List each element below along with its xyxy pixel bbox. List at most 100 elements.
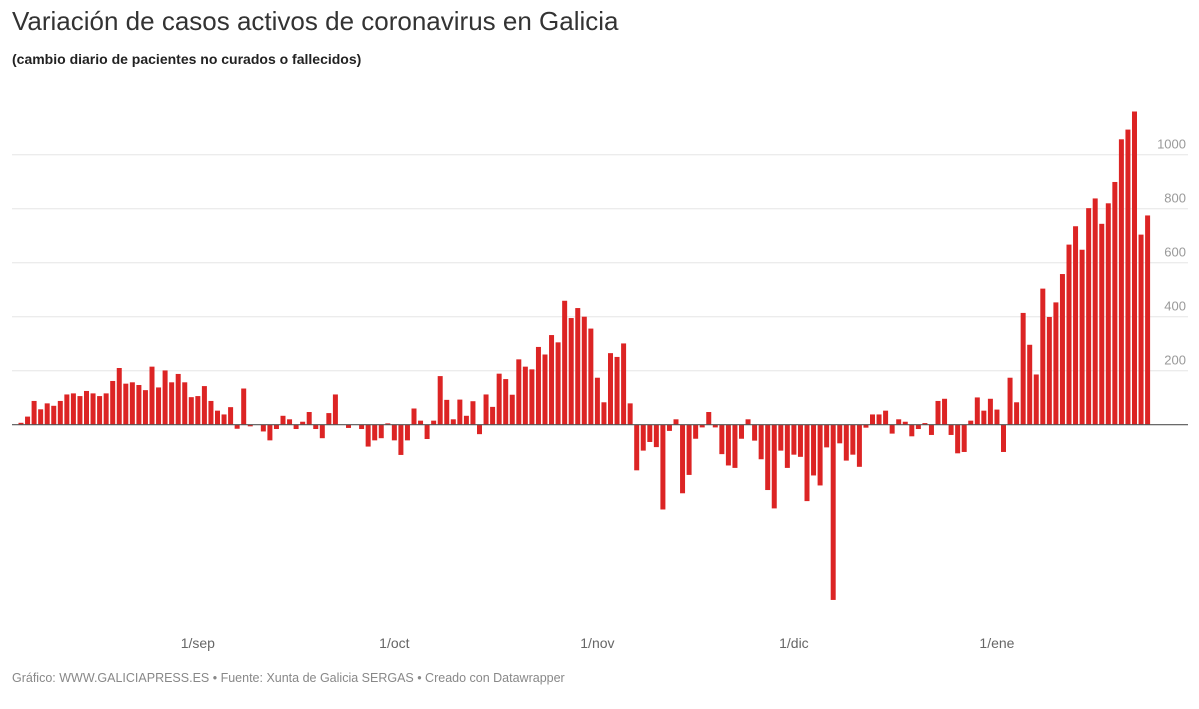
bar: 16/dic: -33 <box>889 424 895 434</box>
bar: 17/sep: 11 <box>300 421 306 425</box>
bar: 3/oct: -58 <box>404 424 410 441</box>
bar: 25/oct: 332 <box>549 335 555 425</box>
bar: 6/ago: 30 <box>25 416 31 425</box>
bar: 7/ene: 186 <box>1033 374 1039 425</box>
bar: 19/ene: 899 <box>1112 181 1118 425</box>
bar: 6/nov: 79 <box>627 403 633 425</box>
bar: 16/ago: 116 <box>90 393 96 425</box>
bar: 14/ene: 648 <box>1079 249 1085 425</box>
bar: 15/nov: -186 <box>686 424 692 475</box>
bar: 9/oct: 92 <box>444 399 450 425</box>
bar: 21/oct: 215 <box>522 366 528 425</box>
x-tick-label: 1/nov <box>580 635 614 651</box>
bar: 24/ene: 775 <box>1145 215 1151 425</box>
bar: 22/nov: -160 <box>732 424 738 468</box>
bar: 19/nov: -10 <box>712 424 718 428</box>
y-tick-label: 1000 <box>1157 137 1186 152</box>
bar: 24/dic: 96 <box>942 398 948 425</box>
bar: 22/oct: 205 <box>529 369 535 425</box>
bar: 15/oct: 112 <box>483 394 489 425</box>
bar: 18/dic: 11 <box>902 421 908 425</box>
bar: 5/ago: 7 <box>18 422 24 425</box>
bar: 21/sep: 43 <box>326 413 332 425</box>
bar: 22/ago: 157 <box>129 382 135 425</box>
bar: 9/ene: 399 <box>1046 316 1052 425</box>
bar: 30/sep: 5 <box>385 423 391 425</box>
bar: 21/nov: -151 <box>725 424 731 466</box>
bar: 18/sep: 47 <box>306 412 312 425</box>
bar: 23/ago: 147 <box>136 385 142 425</box>
bar: 9/nov: -64 <box>647 424 653 442</box>
bar: 8/sep: 134 <box>241 388 247 425</box>
bar: 1/oct: -58 <box>391 424 397 441</box>
bar: 8/ago: 57 <box>38 409 44 425</box>
bar: 4/oct: 60 <box>411 408 417 425</box>
bar: 24/sep: -12 <box>346 424 351 428</box>
bar: 12/ago: 112 <box>64 394 70 425</box>
bar: 27/nov: -242 <box>765 424 771 491</box>
bar: 18/oct: 169 <box>503 379 509 425</box>
bar: 14/oct: -35 <box>477 424 482 435</box>
bar: 28/sep: -58 <box>372 424 378 441</box>
bar: 12/sep: -58 <box>267 424 273 441</box>
bar: 26/oct: 305 <box>555 342 561 425</box>
bar: 9/dic: -133 <box>843 424 849 461</box>
bar: 11/nov: -314 <box>660 424 666 510</box>
bar: 20/ago: 210 <box>116 368 122 425</box>
bar: 15/sep: 20 <box>287 419 293 425</box>
bar: 18/ene: 820 <box>1105 203 1111 425</box>
bar: 18/nov: 47 <box>706 412 712 425</box>
bar: 1/sep: 106 <box>195 396 201 425</box>
bar: 24/oct: 260 <box>542 354 548 425</box>
bar: 3/ene: 174 <box>1007 377 1013 425</box>
bar: 7/ago: 88 <box>31 400 37 425</box>
bar: 30/oct: 400 <box>581 316 587 425</box>
bar: 21/ago: 152 <box>123 383 129 425</box>
chart-footer: Gráfico: WWW.GALICIAPRESS.ES • Fuente: X… <box>12 671 565 685</box>
bar: 10/ene: 453 <box>1053 302 1059 425</box>
bar: 15/ene: 802 <box>1086 208 1092 425</box>
bar: 11/oct: 93 <box>457 399 463 425</box>
bar: 19/ago: 162 <box>110 380 116 425</box>
bar: 17/ene: 744 <box>1099 223 1105 425</box>
bar: 3/dic: -283 <box>804 424 810 502</box>
bar: 19/sep: -16 <box>313 424 319 430</box>
bar: 22/ene: 1160 <box>1132 111 1137 425</box>
bar: 12/ene: 667 <box>1066 244 1072 425</box>
bar: 31/ago: 102 <box>188 397 194 425</box>
bar: 3/sep: 88 <box>208 400 214 425</box>
bar: 21/ene: 1093 <box>1125 129 1131 425</box>
bar: 20/ene: 1057 <box>1118 139 1124 425</box>
bar: 8/dic: -69 <box>837 424 843 444</box>
y-tick-label: 200 <box>1164 353 1186 368</box>
bar: 2/dic: -119 <box>797 424 803 457</box>
bar: 12/oct: 33 <box>463 415 469 425</box>
bar: 22/dic: -38 <box>928 424 934 435</box>
bar: 11/ago: 88 <box>57 400 63 425</box>
bar: 2/ene: -101 <box>1001 424 1006 452</box>
bar: 4/ene: 83 <box>1014 402 1020 425</box>
bar: 17/ago: 106 <box>97 396 103 425</box>
bar: 5/oct: 15 <box>418 420 424 425</box>
bar: 10/dic: -111 <box>850 424 856 455</box>
bar: 19/dic: -43 <box>909 424 915 437</box>
bar: 18/ago: 116 <box>103 393 109 425</box>
bar: 21/dic: 6 <box>922 423 928 425</box>
bar: 13/sep: -16 <box>273 424 279 430</box>
bar: 7/dic: -649 <box>830 424 836 600</box>
x-tick-label: 1/ene <box>979 635 1014 651</box>
bar: 30/ago: 157 <box>182 382 188 425</box>
bar: 16/nov: -52 <box>693 424 699 439</box>
bar: 20/sep: -50 <box>319 424 325 439</box>
bar: 23/dic: 88 <box>935 400 941 425</box>
x-tick-label: 1/sep <box>181 635 215 651</box>
bar: 7/nov: -169 <box>634 424 640 471</box>
bar: 29/nov: -96 <box>778 424 784 451</box>
bar: 5/ene: 414 <box>1020 312 1026 425</box>
bar: 7/oct: 15 <box>431 420 437 425</box>
bar: 6/ene: 296 <box>1027 344 1033 425</box>
bar: 6/oct: -53 <box>424 424 430 440</box>
bar: 23/oct: 288 <box>535 346 541 425</box>
bar: 9/ago: 79 <box>44 403 50 425</box>
bar: 11/ene: 558 <box>1059 274 1065 425</box>
